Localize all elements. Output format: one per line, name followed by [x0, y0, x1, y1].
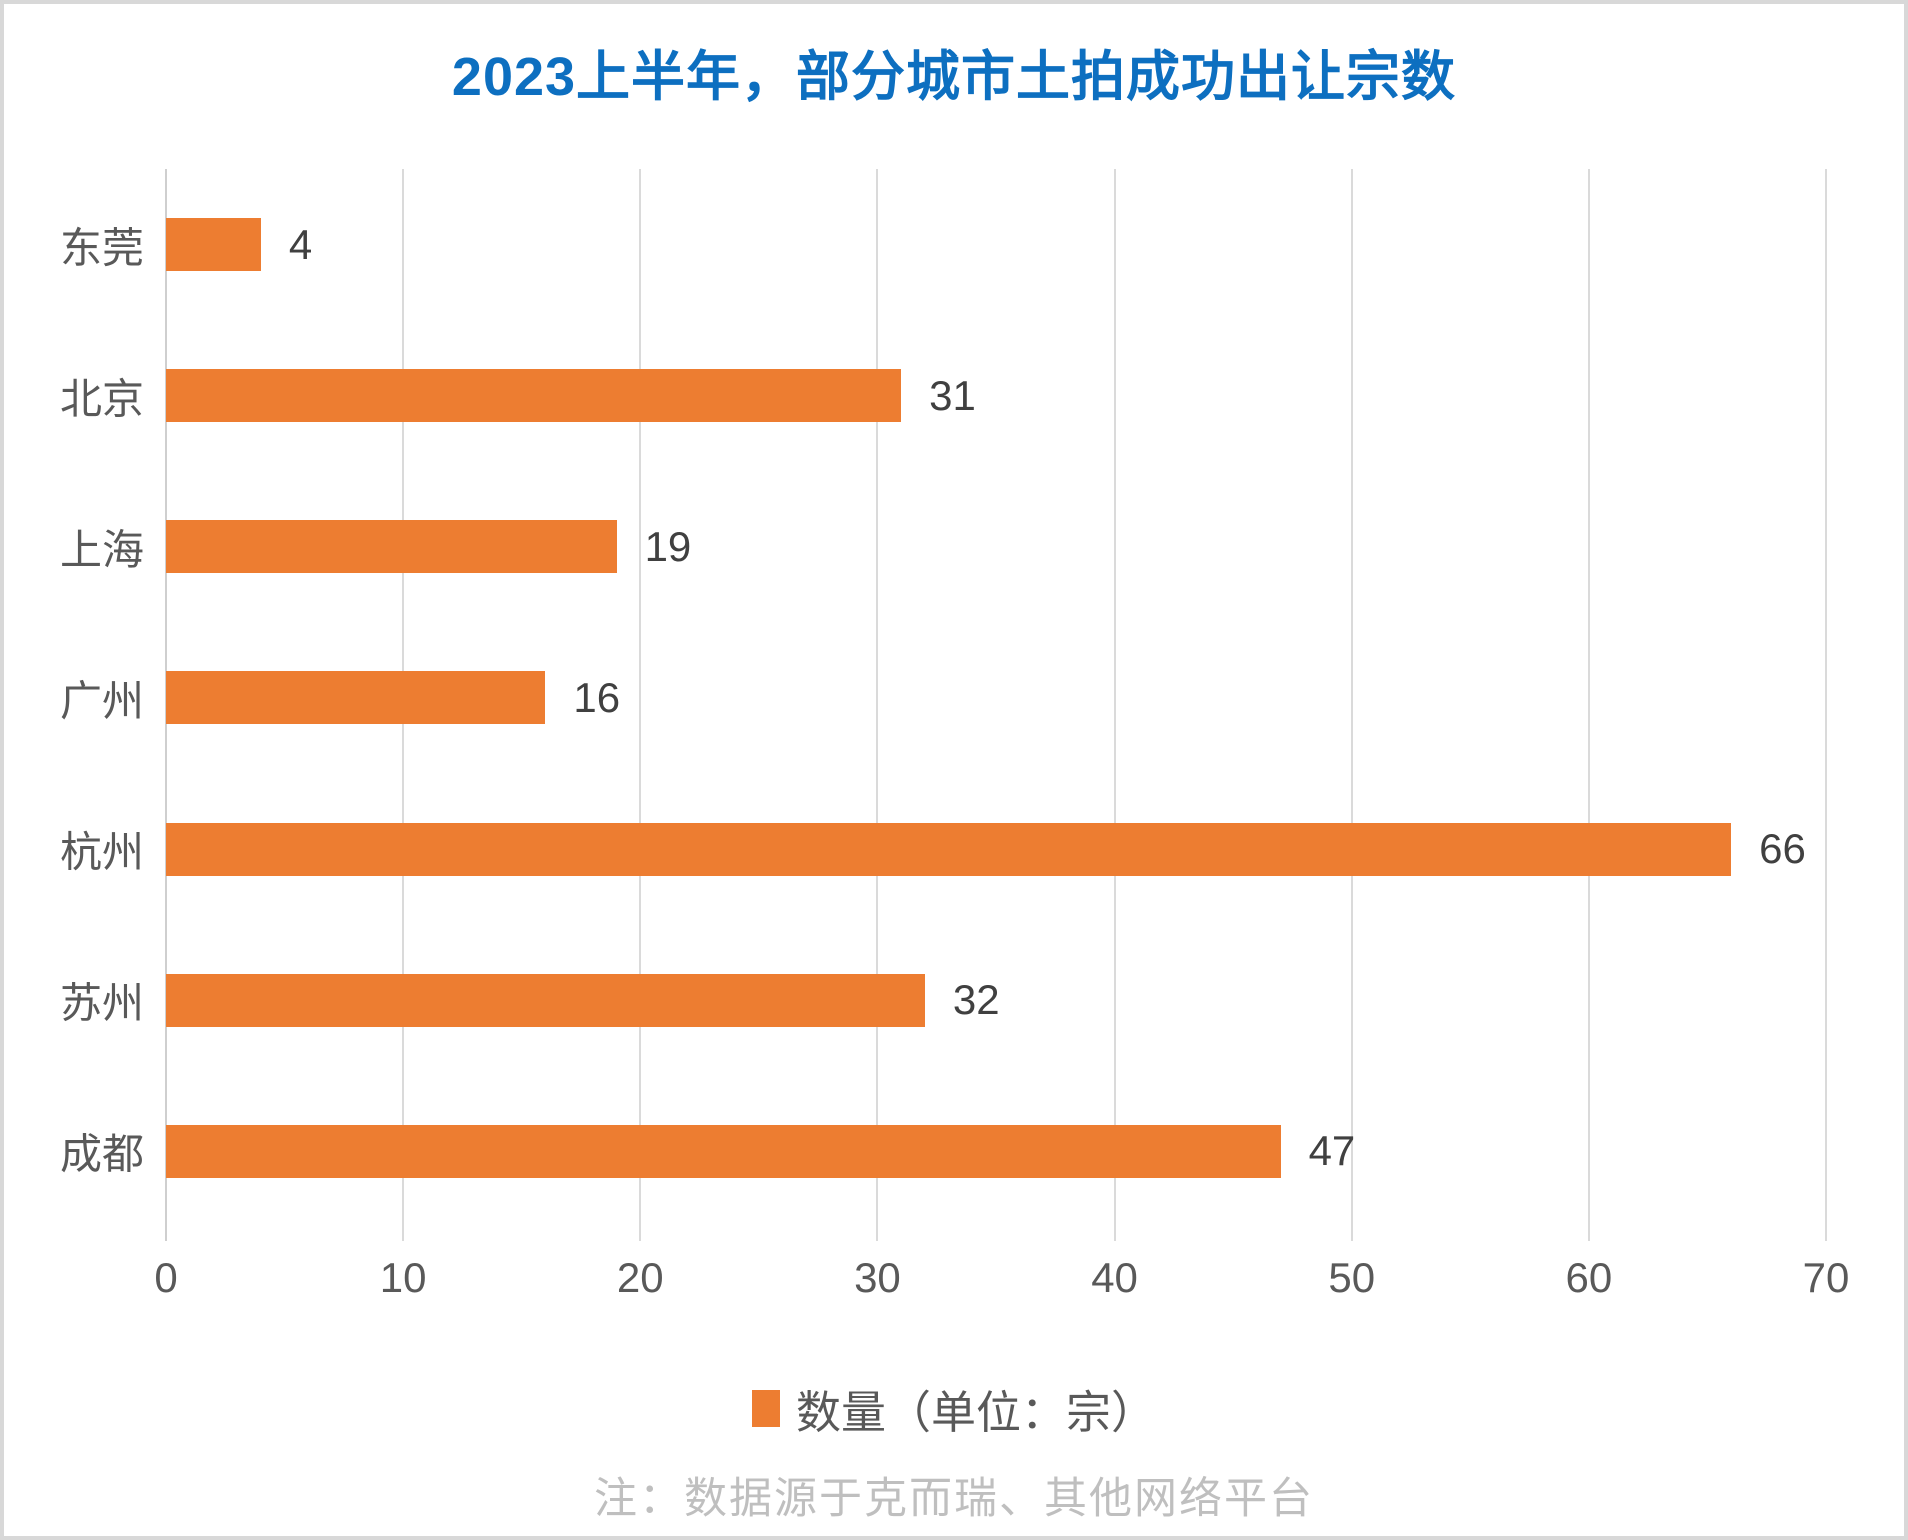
value-label: 32 — [952, 976, 1000, 1024]
category-label: 上海 — [59, 526, 144, 574]
value-label: 66 — [1759, 825, 1806, 873]
x-tick-label: 30 — [854, 1254, 901, 1301]
gridline-x-20 — [639, 169, 642, 1241]
gridline-x-60 — [1587, 169, 1590, 1241]
legend: 数量（单位：宗） — [4, 1376, 1904, 1441]
bar-row-成都: 成都 47 — [60, 1076, 1826, 1227]
x-tick-label: 10 — [379, 1254, 427, 1301]
category-label: 成都 — [59, 1130, 144, 1178]
bar-row-上海: 上海 19 — [60, 471, 1826, 622]
value-label: 47 — [1308, 1127, 1356, 1175]
footnote: 注：数据源于克而瑞、其他网络平台 — [594, 1475, 1314, 1523]
gridline-x-40 — [1113, 169, 1116, 1241]
bar — [166, 218, 261, 272]
bar — [166, 1124, 1281, 1178]
value-label: 19 — [644, 522, 692, 570]
category-label: 东莞 — [59, 224, 144, 272]
gridline-x-50 — [1350, 169, 1353, 1241]
bar — [166, 520, 617, 574]
legend-label: 数量（单位：宗） — [795, 1387, 1156, 1438]
x-tick-label: 20 — [616, 1254, 664, 1301]
bar-row-广州: 广州 16 — [60, 622, 1826, 773]
gridline-x-70 — [1825, 169, 1827, 1241]
bar-rows: 东莞 4 北京 31 上海 19 广州 16 杭州 66 苏州 32 成都 47 — [60, 169, 1826, 1227]
bar — [166, 671, 546, 725]
category-label: 北京 — [59, 375, 144, 423]
category-label: 广州 — [59, 677, 144, 725]
bar-row-杭州: 杭州 66 — [60, 774, 1826, 925]
gridline-x-30 — [876, 169, 879, 1241]
x-tick-label: 70 — [1802, 1254, 1850, 1301]
bar — [166, 973, 925, 1027]
value-label: 16 — [573, 673, 621, 721]
x-tick-label: 60 — [1565, 1254, 1613, 1301]
x-tick-label: 40 — [1091, 1254, 1138, 1301]
bar — [166, 822, 1732, 876]
bar-row-苏州: 苏州 32 — [60, 925, 1826, 1076]
x-tick-label: 50 — [1328, 1254, 1376, 1301]
category-label: 苏州 — [59, 979, 144, 1027]
bar-row-东莞: 东莞 4 — [60, 169, 1826, 320]
chart-title: 2023上半年，部分城市土拍成功出让宗数 — [451, 47, 1457, 107]
x-tick-label: 0 — [154, 1254, 178, 1301]
plot-area: 东莞 4 北京 31 上海 19 广州 16 杭州 66 苏州 32 成都 47 — [60, 169, 1827, 1241]
x-axis: 0 10 20 30 40 50 60 70 — [154, 1254, 1849, 1314]
bar — [166, 369, 902, 423]
legend-marker-icon — [751, 1390, 780, 1427]
bar-row-北京: 北京 31 — [60, 320, 1826, 471]
category-label: 杭州 — [59, 828, 144, 876]
value-label: 4 — [288, 220, 313, 268]
value-label: 31 — [929, 371, 976, 419]
